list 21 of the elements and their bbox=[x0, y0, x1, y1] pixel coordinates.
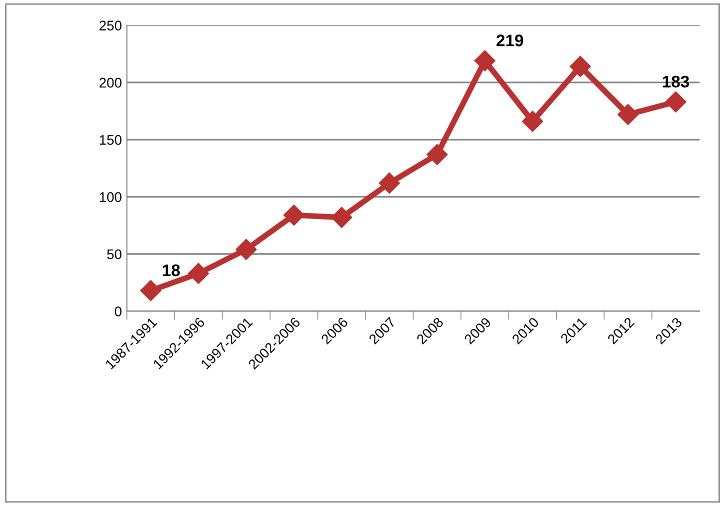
annotation: 219 bbox=[496, 34, 524, 46]
point bbox=[618, 104, 639, 126]
point bbox=[522, 110, 544, 132]
point bbox=[331, 206, 352, 228]
point bbox=[140, 280, 162, 302]
y-tick-label: 0 bbox=[114, 306, 122, 316]
annotation: 183 bbox=[662, 76, 690, 88]
y-tick-label: 100 bbox=[100, 192, 122, 202]
point bbox=[283, 204, 304, 226]
point bbox=[665, 91, 686, 112]
y-tick-label: 150 bbox=[100, 134, 122, 145]
point bbox=[570, 56, 591, 77]
y-tick-label: 200 bbox=[100, 78, 122, 88]
point bbox=[188, 262, 209, 284]
point bbox=[236, 238, 257, 260]
y-tick-label: 50 bbox=[107, 249, 122, 260]
point bbox=[474, 50, 496, 72]
annotation: 18 bbox=[162, 264, 180, 276]
point bbox=[426, 144, 448, 166]
y-tick-label: 250 bbox=[100, 20, 122, 30]
point bbox=[378, 172, 400, 194]
